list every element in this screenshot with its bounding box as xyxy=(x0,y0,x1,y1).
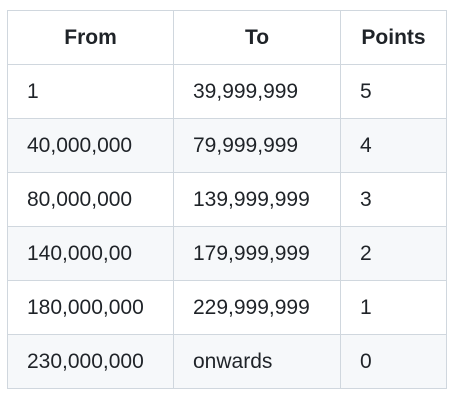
cell-from: 230,000,000 xyxy=(7,334,174,389)
cell-points: 3 xyxy=(340,172,447,227)
table-row: 140,000,00 179,999,999 2 xyxy=(7,226,447,281)
table-row: 180,000,000 229,999,999 1 xyxy=(7,280,447,335)
cell-points: 2 xyxy=(340,226,447,281)
cell-points: 4 xyxy=(340,118,447,173)
table-body: 1 39,999,999 5 40,000,000 79,999,999 4 8… xyxy=(7,64,447,389)
table-row: 80,000,000 139,999,999 3 xyxy=(7,172,447,227)
table-header: From To Points xyxy=(7,10,447,65)
header-from: From xyxy=(7,10,174,65)
cell-to: onwards xyxy=(173,334,341,389)
table-row: 40,000,000 79,999,999 4 xyxy=(7,118,447,173)
cell-to: 139,999,999 xyxy=(173,172,341,227)
cell-points: 1 xyxy=(340,280,447,335)
cell-to: 79,999,999 xyxy=(173,118,341,173)
cell-points: 0 xyxy=(340,334,447,389)
cell-to: 229,999,999 xyxy=(173,280,341,335)
header-points: Points xyxy=(340,10,447,65)
cell-from: 80,000,000 xyxy=(7,172,174,227)
header-to: To xyxy=(173,10,341,65)
header-row: From To Points xyxy=(7,10,447,65)
cell-from: 180,000,000 xyxy=(7,280,174,335)
table-row: 230,000,000 onwards 0 xyxy=(7,334,447,389)
table-row: 1 39,999,999 5 xyxy=(7,64,447,119)
points-table-container: From To Points 1 39,999,999 5 40,000,000… xyxy=(7,10,447,389)
cell-from: 140,000,00 xyxy=(7,226,174,281)
points-table: From To Points 1 39,999,999 5 40,000,000… xyxy=(7,10,447,389)
cell-points: 5 xyxy=(340,64,447,119)
cell-from: 1 xyxy=(7,64,174,119)
cell-to: 179,999,999 xyxy=(173,226,341,281)
cell-to: 39,999,999 xyxy=(173,64,341,119)
cell-from: 40,000,000 xyxy=(7,118,174,173)
